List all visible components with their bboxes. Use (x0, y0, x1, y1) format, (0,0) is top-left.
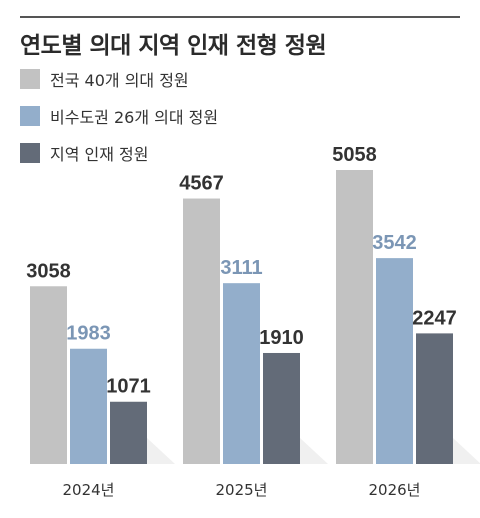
bar-regional-0 (110, 401, 147, 464)
data-label-non-capital-0: 1983 (66, 323, 111, 345)
data-label-regional-2: 2247 (412, 307, 457, 329)
legend-swatch-regional (20, 143, 40, 163)
data-label-national-0: 3058 (26, 260, 71, 282)
bar-non-capital-1 (223, 283, 260, 464)
legend-item-non-capital: 비수도권 26개 의대 정원 (20, 105, 218, 127)
legend-label-non-capital: 비수도권 26개 의대 정원 (50, 108, 219, 127)
bar-non-capital-0 (70, 348, 107, 464)
bar-national-0 (30, 286, 67, 464)
legend-item-regional: 지역 인재 정원 (20, 142, 218, 164)
data-label-non-capital-2: 3542 (372, 232, 417, 254)
data-label-regional-1: 1910 (259, 327, 304, 349)
bar-regional-1 (263, 352, 300, 464)
chart-title: 연도별 의대 지역 인재 전형 정원 (20, 33, 327, 59)
bar-regional-2 (416, 333, 453, 464)
legend-label-national: 전국 40개 의대 정원 (50, 71, 189, 90)
data-label-national-2: 5058 (332, 144, 377, 166)
legend-label-regional: 지역 인재 정원 (50, 145, 149, 164)
bar-national-1 (183, 198, 220, 464)
data-label-non-capital-1: 3111 (220, 257, 262, 279)
x-tick-label-1: 2025년 (216, 481, 268, 499)
bar-non-capital-2 (376, 258, 413, 464)
bar-shadow (147, 438, 175, 464)
x-tick-label-0: 2024년 (63, 481, 115, 499)
legend-swatch-national (20, 69, 40, 89)
data-label-national-1: 4567 (179, 173, 224, 195)
bar-shadow (453, 438, 480, 464)
bar-national-2 (336, 170, 373, 464)
legend-swatch-non-capital (20, 106, 40, 126)
legend-item-national: 전국 40개 의대 정원 (20, 68, 218, 90)
x-tick-label-2: 2026년 (369, 481, 421, 499)
top-rule (20, 16, 460, 18)
legend: 전국 40개 의대 정원 비수도권 26개 의대 정원 지역 인재 정원 (20, 68, 218, 179)
bar-shadow (300, 438, 328, 464)
data-label-regional-0: 1071 (106, 376, 151, 398)
